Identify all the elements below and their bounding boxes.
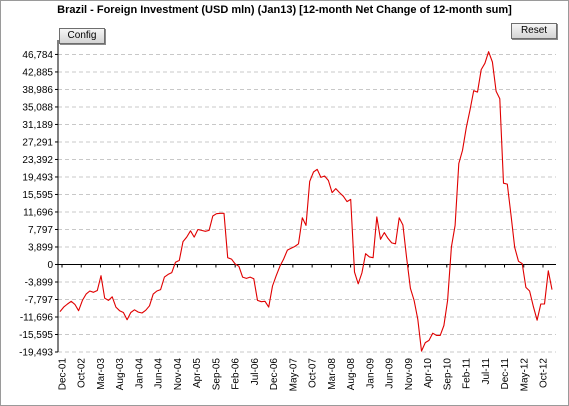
x-tick-label: Jan-09 <box>365 358 376 389</box>
x-tick-label: Oct-02 <box>77 358 88 388</box>
x-tick-labels: Dec-01 Oct-02 Mar-03 Aug-03 Jan-04 Jun-04 Nov-… <box>58 358 550 392</box>
x-tick-label: Dec-06 <box>269 358 280 391</box>
y-tick-labels: 46,784 42,885 38,986 35,088 31,189 27,291 23,3… <box>19 50 53 359</box>
x-tick-label: Jun-04 <box>154 358 165 389</box>
axes <box>55 40 556 353</box>
x-tick-label: Nov-04 <box>173 358 184 391</box>
y-tick-label: 31,189 <box>22 120 53 131</box>
x-tick-label: Jan-04 <box>134 358 145 389</box>
x-tick-label: Oct-12 <box>539 358 550 388</box>
chart-title: Brazil - Foreign Investment (USD mln) (J… <box>57 4 512 16</box>
x-tick-label: Jun-09 <box>385 358 396 389</box>
series-line <box>59 51 553 352</box>
gridlines <box>58 53 556 353</box>
y-tick-label: 15,595 <box>22 190 53 201</box>
x-tick-label: Oct-07 <box>308 358 319 388</box>
y-tick-label: 38,986 <box>22 85 53 96</box>
x-tick-label: Jul-11 <box>481 358 492 385</box>
x-tick-label: Mar-03 <box>96 358 107 390</box>
reset-button[interactable]: Reset <box>511 23 557 39</box>
x-tick-label: Jul-06 <box>250 358 261 386</box>
x-tick-label: May-12 <box>519 358 530 392</box>
x-tick-label: Dec-11 <box>500 358 511 390</box>
x-tick-label: Aug-08 <box>346 358 357 391</box>
y-tick-label: 27,291 <box>22 137 53 148</box>
y-tick-label: 19,493 <box>22 172 53 183</box>
x-tick-label: Aug-03 <box>115 358 126 391</box>
y-tick-label: 11,696 <box>23 207 53 218</box>
x-tick-label: Apr-05 <box>192 358 203 388</box>
series <box>59 51 553 352</box>
x-tick-label: Sep-05 <box>211 358 222 391</box>
config-button[interactable]: Config <box>59 28 105 44</box>
x-tick-label: Feb-11 <box>462 358 473 389</box>
x-tick-label: Dec-01 <box>58 358 69 391</box>
x-tick-label: Apr-10 <box>423 358 434 388</box>
y-tick-label: -3,899 <box>25 277 54 288</box>
y-tick-label: 0 <box>47 260 53 271</box>
y-tick-label: 35,088 <box>22 102 53 113</box>
y-tick-label: 46,784 <box>22 50 53 61</box>
y-tick-label: 7,797 <box>28 225 53 236</box>
y-tick-label: 3,899 <box>28 242 53 253</box>
x-tick-label: Feb-06 <box>231 358 242 390</box>
y-tick-label: -7,797 <box>25 295 54 306</box>
x-tick-label: Mar-08 <box>327 358 338 390</box>
y-tick-label: 23,392 <box>22 155 53 166</box>
y-tick-label: -11,696 <box>20 312 54 323</box>
x-tick-label: Nov-09 <box>404 358 415 391</box>
x-tick-label: Sep-10 <box>442 358 453 391</box>
y-tick-label: -19,493 <box>19 348 53 359</box>
y-tick-label: 42,885 <box>22 67 53 78</box>
y-tick-label: -15,595 <box>19 330 53 341</box>
x-tick-label: May-07 <box>288 358 299 392</box>
